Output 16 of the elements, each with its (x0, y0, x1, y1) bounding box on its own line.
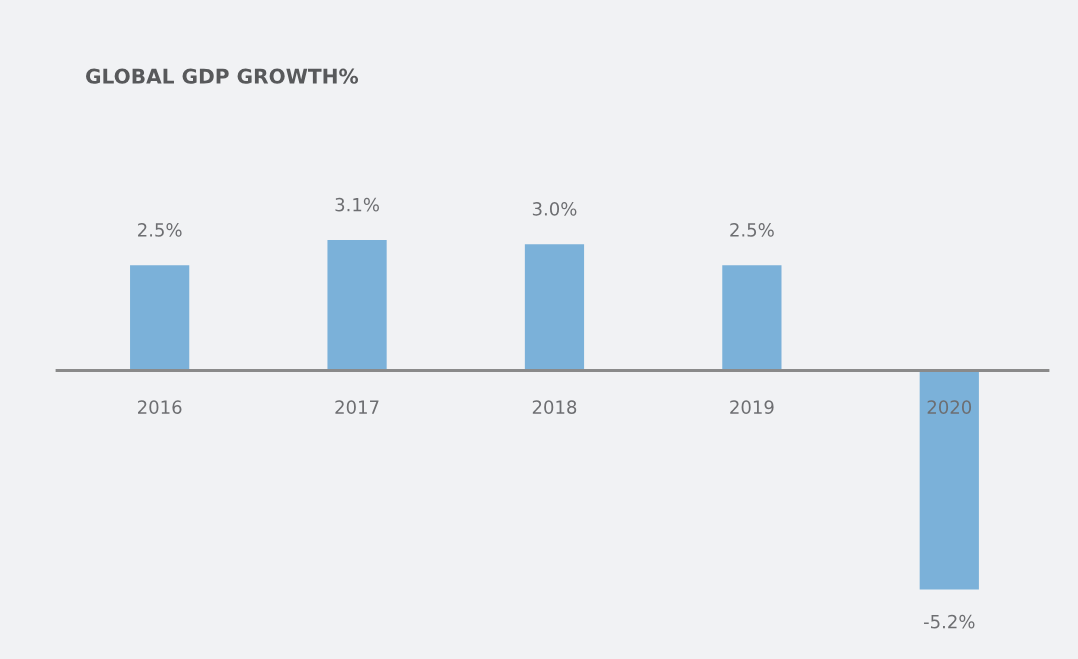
x-tick-label: 2016 (138, 400, 182, 414)
data-label: 2.5% (138, 223, 182, 237)
data-label: 3.0% (532, 202, 577, 216)
bar (130, 265, 190, 371)
x-tick-label: 2020 (927, 400, 972, 414)
bar (919, 370, 979, 590)
bar (722, 265, 782, 371)
data-label: -5.2% (923, 614, 975, 629)
data-label: 3.1% (335, 197, 379, 212)
bar (524, 244, 585, 371)
x-tick-label: 2018 (532, 400, 577, 414)
x-tick-label: 2019 (730, 400, 774, 414)
chart-title: GLOBAL GDP GROWTH% (86, 68, 359, 84)
x-tick-label: 2017 (335, 400, 379, 414)
bar (327, 239, 387, 371)
data-label: 2.5% (730, 223, 774, 237)
